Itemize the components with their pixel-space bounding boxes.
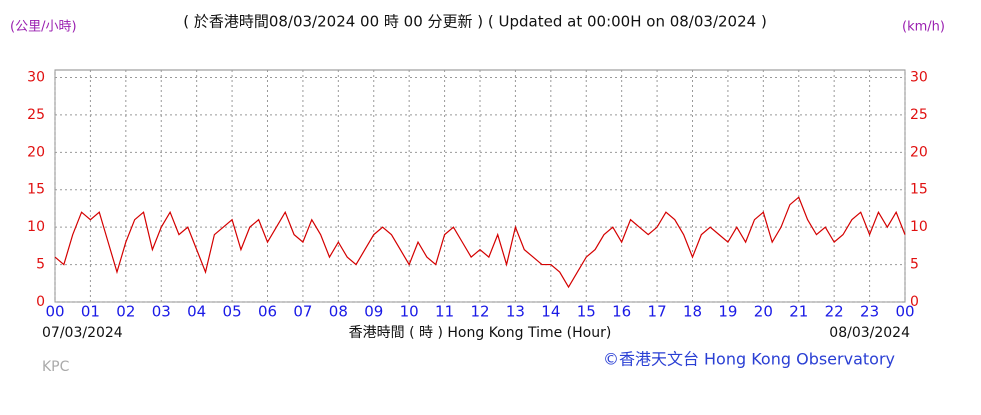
y-label-right: (km/h) [902,20,945,35]
y-tick-label-right: 10 [910,219,928,235]
y-tick-label: 15 [27,182,45,198]
x-tick-label: 18 [683,303,702,321]
y-tick-label-right: 5 [910,257,919,273]
x-tick-label: 10 [400,303,419,321]
y-tick-label: 5 [36,257,45,273]
x-tick-label: 09 [364,303,383,321]
x-tick-label: 06 [258,303,277,321]
y-tick-label-right: 25 [910,107,928,123]
x-tick-label: 07 [293,303,312,321]
chart-title: ( 於香港時間08/03/2024 00 時 00 分更新 ) ( Update… [183,13,767,31]
start-date: 07/03/2024 [42,325,123,341]
y-tick-label: 10 [27,219,45,235]
end-date: 08/03/2024 [829,325,910,341]
x-tick-label: 13 [506,303,525,321]
x-tick-label: 12 [470,303,489,321]
y-label-left: (公里/小時) [10,20,77,35]
y-tick-label: 30 [27,69,45,85]
x-tick-label: 01 [81,303,100,321]
credit: ©香港天文台 Hong Kong Observatory [603,350,895,369]
x-tick-label: 05 [223,303,242,321]
y-tick-label: 0 [36,294,45,310]
x-tick-label: 22 [825,303,844,321]
y-tick-label: 25 [27,107,45,123]
x-tick-label: 11 [435,303,454,321]
data-line [54,196,906,289]
x-tick-label: 08 [329,303,348,321]
x-tick-label: 14 [541,303,560,321]
x-tick-label: 20 [754,303,773,321]
x-tick-label: 16 [612,303,631,321]
x-tick-label: 03 [152,303,171,321]
station: KPC [42,359,70,375]
y-tick-label-right: 15 [910,182,928,198]
x-tick-label: 02 [116,303,135,321]
x-axis-label: 香港時間 ( 時 ) Hong Kong Time (Hour) [349,325,612,341]
y-tick-label-right: 20 [910,144,928,160]
x-tick-label: 00 [45,303,64,321]
y-tick-label-right: 30 [910,69,928,85]
y-tick-label: 20 [27,144,45,160]
x-tick-label: 00 [895,303,914,321]
x-tick-label: 17 [648,303,667,321]
x-tick-label: 04 [187,303,206,321]
x-tick-label: 15 [577,303,596,321]
y-tick-label-right: 0 [910,294,919,310]
x-tick-label: 23 [860,303,879,321]
x-tick-label: 19 [718,303,737,321]
x-tick-label: 21 [789,303,808,321]
